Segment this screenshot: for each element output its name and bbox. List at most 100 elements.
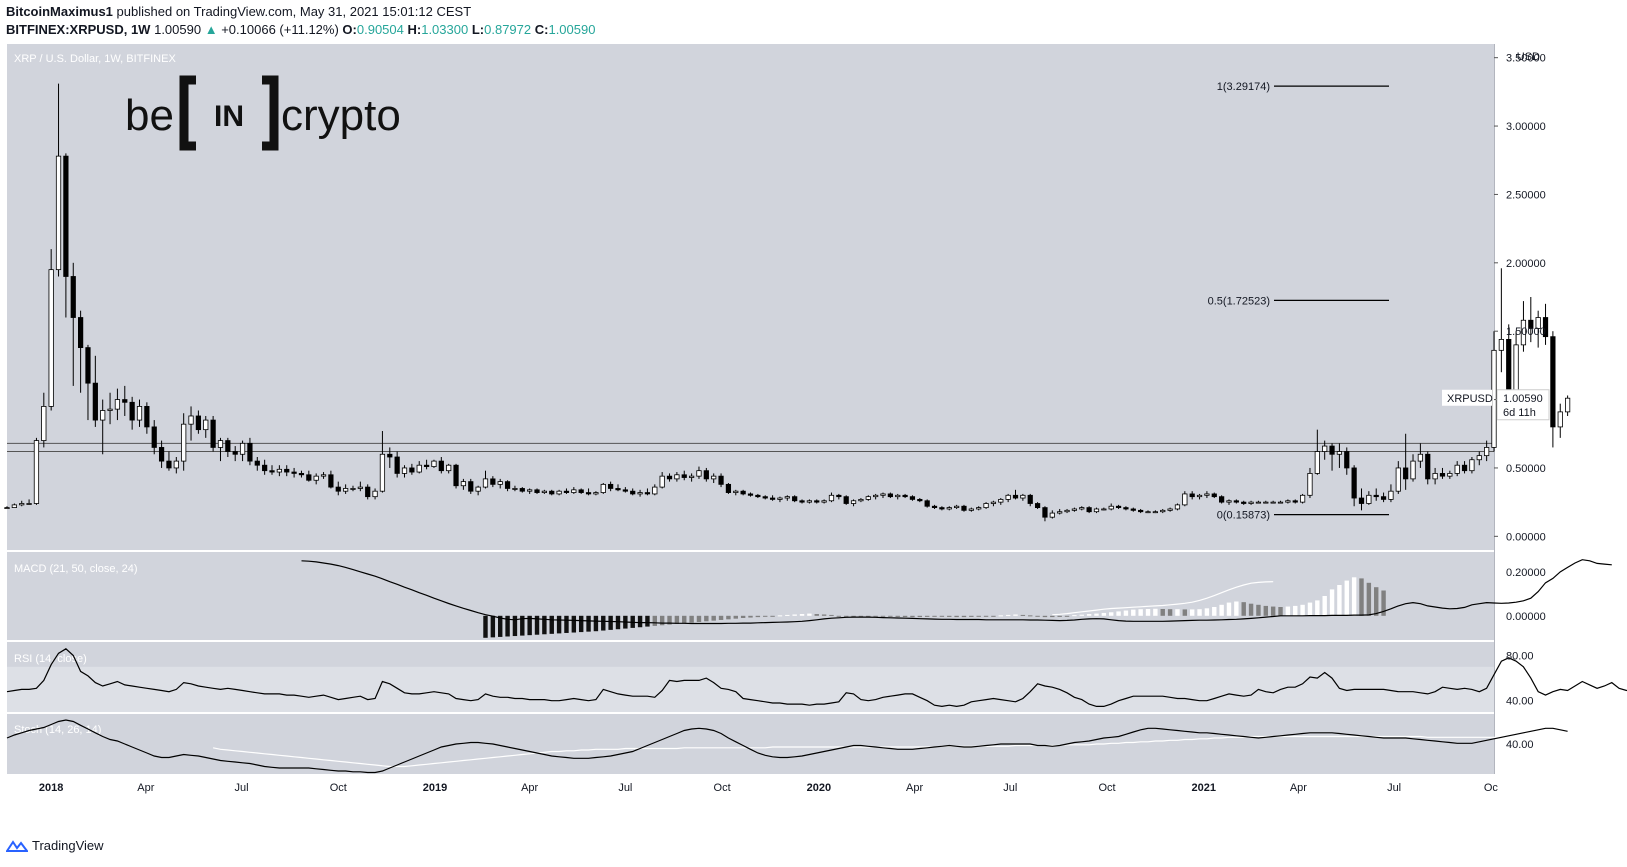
candle-body	[1520, 319, 1527, 346]
candle-body	[41, 406, 47, 441]
candle-body	[482, 478, 489, 488]
candle-body	[1528, 319, 1534, 329]
candle	[1027, 493, 1033, 507]
candle	[401, 465, 408, 478]
candle	[1093, 507, 1100, 514]
last-price-label: 1.00590	[1503, 393, 1543, 405]
candle-body	[1248, 501, 1254, 504]
candle	[733, 489, 739, 496]
macd-histogram-bar	[829, 614, 834, 616]
candle-body	[976, 507, 982, 510]
candle	[357, 481, 363, 492]
candle	[836, 493, 842, 500]
macd-histogram-bar	[711, 615, 716, 621]
candle	[1344, 447, 1350, 475]
x-tick-label: Oct	[330, 782, 347, 794]
candle	[1211, 492, 1217, 499]
candle	[630, 488, 636, 496]
candle	[85, 344, 91, 421]
macd-histogram-bar	[1028, 615, 1033, 617]
candle	[1403, 433, 1409, 490]
candle-body	[78, 317, 84, 349]
candle	[615, 484, 621, 492]
candle-body	[1196, 494, 1203, 498]
candle	[1314, 429, 1320, 475]
candle-body	[954, 505, 960, 509]
candle-body	[696, 470, 702, 477]
footer-brand[interactable]: TradingView	[32, 838, 104, 853]
candle	[122, 385, 128, 416]
candle-body	[637, 492, 643, 495]
author-name[interactable]: BitcoinMaximus1	[6, 4, 113, 19]
candle-body	[946, 507, 952, 510]
candle	[262, 459, 268, 475]
macd-histogram-bar	[1359, 578, 1364, 616]
fib-label-1: 0.5(1.72523)	[1208, 295, 1270, 307]
candle	[939, 506, 945, 511]
footer: TradingView	[6, 838, 104, 853]
macd-histogram-bar	[1374, 587, 1379, 616]
candle-body	[1086, 507, 1092, 513]
candle	[1263, 500, 1269, 504]
macd-tick-label: 0.00000	[1506, 611, 1546, 623]
macd-histogram-bar	[549, 615, 554, 634]
candle	[711, 473, 717, 483]
candle	[291, 467, 297, 478]
candle	[313, 473, 319, 485]
candle-body	[92, 382, 98, 421]
candle-body	[1513, 344, 1519, 395]
candle-body	[151, 426, 157, 448]
candle-body	[1395, 467, 1401, 492]
macd-histogram-bar	[733, 615, 738, 619]
candle	[1557, 403, 1563, 438]
candle	[740, 489, 746, 496]
high-value: 1.03300	[421, 22, 469, 37]
macd-histogram-bar	[1219, 604, 1224, 616]
candle-body	[1498, 338, 1504, 351]
candle	[63, 153, 69, 318]
candle-body	[549, 490, 555, 495]
macd-histogram-bar	[1182, 609, 1188, 616]
macd-histogram-bar	[1086, 614, 1092, 616]
candle-body	[1476, 455, 1482, 461]
candle	[129, 396, 135, 430]
candle	[239, 440, 246, 462]
candle-body	[136, 406, 143, 421]
price-tick-label: 0.50000	[1506, 463, 1546, 475]
macd-histogram-bar	[1226, 602, 1232, 616]
chart-title: XRP / U.S. Dollar, 1W, BITFINEX	[14, 53, 176, 65]
x-tick-label: Jul	[1387, 782, 1401, 794]
candle-body	[909, 496, 916, 500]
candle	[755, 493, 761, 499]
macd-histogram-bar	[932, 615, 937, 617]
candle	[990, 500, 997, 507]
macd-histogram-bar	[682, 615, 687, 624]
candle-body	[1233, 500, 1239, 503]
candle-body	[1115, 505, 1122, 509]
macd-histogram-bar	[1366, 582, 1372, 616]
candle	[320, 472, 327, 479]
candle	[423, 459, 430, 470]
candle	[188, 406, 194, 441]
symbol-label[interactable]: BITFINEX:XRPUSD, 1W	[6, 22, 151, 37]
candle	[453, 463, 459, 489]
macd-histogram-bar	[924, 615, 930, 617]
x-tick-label: Jul	[618, 782, 632, 794]
candle	[593, 491, 599, 496]
candle	[41, 392, 47, 448]
currency-label: USD	[1517, 51, 1540, 63]
candle-body	[931, 505, 938, 509]
candle	[1351, 465, 1357, 507]
candle	[1079, 506, 1085, 511]
candle-body	[1226, 500, 1232, 503]
candle-body	[1484, 447, 1490, 457]
candle	[954, 504, 960, 509]
candle-body	[873, 494, 879, 498]
publish-info: published on TradingView.com, May 31, 20…	[116, 4, 472, 19]
candle	[1020, 493, 1026, 501]
price-tick-label: 2.00000	[1506, 258, 1546, 270]
macd-histogram-bar	[1108, 612, 1114, 616]
candle	[696, 466, 702, 479]
macd-histogram-bar	[1263, 605, 1269, 616]
